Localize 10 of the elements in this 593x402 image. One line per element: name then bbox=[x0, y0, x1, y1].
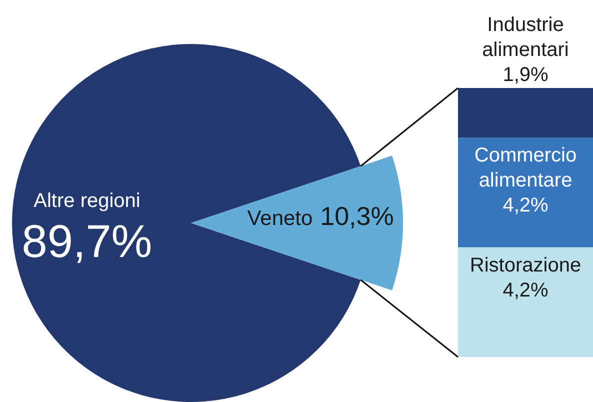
data-label: 10,3% bbox=[320, 201, 394, 231]
series-label: Ristorazione bbox=[470, 254, 582, 276]
series-label: Commercio alimentare bbox=[474, 144, 577, 192]
data-label: 1,9% bbox=[502, 64, 549, 86]
slice-label: Altre regioni bbox=[34, 190, 140, 212]
data-label: 4,2% bbox=[502, 279, 549, 302]
slice-label: Veneto bbox=[247, 207, 313, 230]
data-label: 4,2% bbox=[502, 194, 549, 217]
series-label: Industrie alimentari bbox=[482, 14, 569, 61]
data-label: 89,7% bbox=[22, 215, 152, 267]
